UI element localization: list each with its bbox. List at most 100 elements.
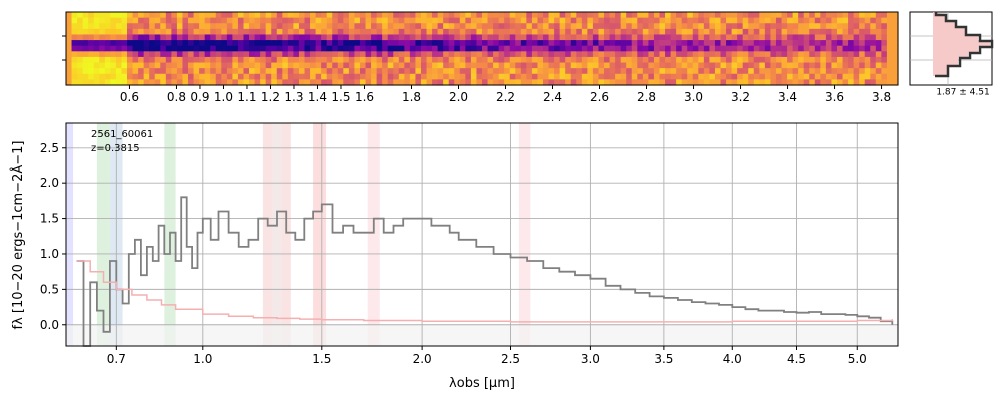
heatmap-cell [864, 56, 871, 64]
heatmap-cell [487, 23, 494, 30]
heatmap-cell [692, 68, 699, 75]
heatmap-cell [831, 73, 838, 80]
heatmap-cell [720, 23, 727, 30]
heatmap-cell [820, 12, 827, 19]
heatmap-cell [620, 68, 627, 75]
heatmap-cell [559, 12, 566, 19]
heatmap-cell [609, 23, 616, 30]
heatmap-cell [420, 79, 428, 86]
heatmap-cell [659, 73, 666, 80]
heatmap-cell [99, 23, 106, 30]
heatmap-cell [104, 40, 111, 47]
heatmap-cell [127, 68, 134, 75]
heatmap-cell [714, 23, 722, 30]
heatmap-cell [692, 73, 699, 80]
heatmap-cell [82, 45, 89, 52]
heatmap-cell [409, 34, 417, 41]
heatmap-cell [138, 51, 145, 58]
heatmap-cell [121, 68, 128, 75]
heatmap-cell [415, 56, 422, 64]
heatmap-cell [537, 40, 544, 47]
heatmap-cell [870, 79, 877, 86]
heatmap-cell [842, 79, 849, 86]
heatmap-cell [770, 68, 777, 75]
heatmap-cell [631, 17, 638, 24]
heatmap-cell [509, 17, 516, 24]
heatmap-cell [476, 28, 483, 36]
spectrum-1d-frame [65, 122, 899, 347]
heatmap-cell [531, 68, 539, 75]
heatmap-cell [298, 12, 306, 19]
heatmap-cell [548, 28, 555, 36]
heatmap-cell [781, 51, 788, 58]
heatmap-cell [581, 45, 588, 52]
heatmap-cell [465, 45, 472, 52]
heatmap-cell [343, 68, 350, 75]
heatmap-cell [310, 12, 317, 19]
heatmap-cell [393, 56, 400, 64]
heatmap-cell [737, 62, 744, 69]
heatmap-cell [798, 12, 805, 19]
heatmap-cell [615, 12, 622, 19]
heatmap-cell [892, 17, 899, 24]
heatmap-cell [842, 73, 849, 80]
heatmap-cell [526, 79, 533, 86]
heatmap-cell [742, 28, 749, 36]
heatmap-cell [598, 34, 605, 41]
heatmap-cell [753, 68, 760, 75]
heatmap-cell [265, 51, 272, 58]
heatmap-cell [637, 56, 644, 64]
heatmap-cell [437, 45, 444, 52]
heatmap-cell [271, 28, 278, 36]
heatmap-cell [737, 68, 744, 75]
heatmap-cell [276, 34, 283, 41]
heatmap-cell [487, 40, 494, 47]
heatmap-cell [543, 51, 550, 58]
heatmap-cell [154, 12, 161, 19]
heatmap-cell [892, 40, 899, 47]
heatmap-cell [415, 68, 422, 75]
heatmap-cell [515, 40, 522, 47]
heatmap-cell [432, 17, 439, 24]
heatmap-cell [731, 34, 738, 41]
heatmap-cell [271, 73, 278, 80]
heatmap-cell [287, 73, 295, 80]
heatmap-cell [348, 28, 356, 36]
heatmap-cell [226, 79, 233, 86]
heatmap-cell [764, 79, 772, 86]
heatmap-cell [432, 79, 439, 86]
heatmap-cell [770, 45, 777, 52]
heatmap-cell [842, 34, 849, 41]
heatmap-cell [154, 68, 161, 75]
heatmap-cell [165, 23, 172, 30]
heatmap-cell [315, 34, 322, 41]
heatmap-cell [653, 17, 661, 24]
heatmap-cell [548, 79, 555, 86]
heatmap-cell [798, 79, 805, 86]
heatmap-cell [531, 45, 539, 52]
heatmap-cell [332, 40, 339, 47]
heatmap-cell [93, 17, 100, 24]
heatmap-cell [487, 79, 494, 86]
heatmap-cell [731, 45, 738, 52]
heatmap-cell [121, 34, 128, 41]
heatmap-cell [543, 12, 550, 19]
heatmap-cell [260, 12, 267, 19]
heatmap-cell [426, 62, 433, 69]
heatmap-cell [321, 40, 328, 47]
heatmap-cell [304, 68, 311, 75]
heatmap-cell [626, 56, 633, 64]
heatmap-cell [282, 40, 289, 47]
heatmap-cell [265, 62, 272, 69]
heatmap-cell [293, 17, 300, 24]
heatmap-cell [565, 17, 572, 24]
heatmap-cell [687, 17, 694, 24]
heatmap-cell [576, 56, 583, 64]
heatmap-cell [642, 51, 649, 58]
heatmap-cell [731, 51, 738, 58]
heatmap-cell [714, 79, 722, 86]
heatmap-cell [371, 56, 378, 64]
heatmap-cell [653, 40, 661, 47]
emission-line-band [272, 123, 282, 346]
heatmap-cell [249, 28, 256, 36]
